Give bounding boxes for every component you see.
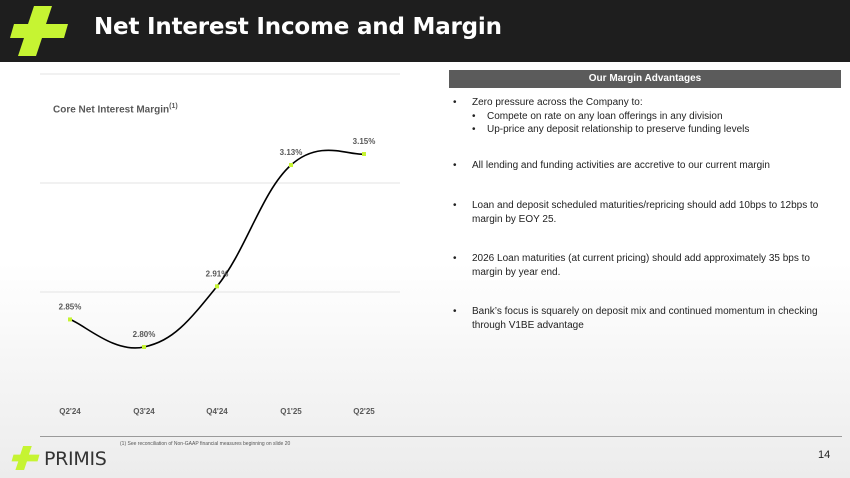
bullet-dot: • bbox=[453, 306, 457, 317]
data-point-marker bbox=[362, 152, 366, 156]
bullet-dot: • bbox=[453, 200, 457, 211]
data-point-marker bbox=[142, 345, 146, 349]
bullet-text: All lending and funding activities are a… bbox=[472, 160, 770, 171]
data-label: 3.15% bbox=[353, 137, 376, 146]
data-label: 3.13% bbox=[280, 148, 303, 157]
panel-heading: Our Margin Advantages bbox=[449, 70, 841, 88]
bullet-text: Bank’s focus is squarely on deposit mix … bbox=[472, 306, 818, 331]
bullet-dot: • bbox=[453, 160, 457, 171]
bullet-dot: • bbox=[453, 253, 457, 264]
bullet-item: • Bank’s focus is squarely on deposit mi… bbox=[453, 305, 838, 332]
bullet-item: • All lending and funding activities are… bbox=[453, 159, 838, 173]
x-tick-label: Q2'24 bbox=[59, 407, 81, 416]
bullet-text: 2026 Loan maturities (at current pricing… bbox=[472, 253, 810, 278]
x-tick-label: Q4'24 bbox=[206, 407, 228, 416]
footer-divider bbox=[40, 436, 842, 437]
series-line bbox=[69, 149, 365, 349]
x-tick-label: Q2'25 bbox=[353, 407, 375, 416]
sub-bullet-item: • Compete on rate on any loan offerings i… bbox=[472, 110, 838, 124]
slide-title: Net Interest Income and Margin bbox=[94, 14, 502, 40]
bullet-text: Loan and deposit scheduled maturities/re… bbox=[472, 200, 819, 225]
bullet-item: • 2026 Loan maturities (at current prici… bbox=[453, 252, 838, 279]
page-number: 14 bbox=[818, 449, 831, 461]
data-point-marker bbox=[215, 284, 219, 289]
data-label: 2.91% bbox=[206, 269, 229, 278]
sub-bullet-dot: • bbox=[472, 110, 476, 122]
data-label: 2.80% bbox=[133, 330, 156, 339]
data-point-marker bbox=[289, 163, 293, 168]
sub-bullet-dot: • bbox=[472, 124, 476, 135]
x-tick-label: Q1'25 bbox=[280, 407, 302, 416]
bullet-text: Zero pressure across the Company to: bbox=[472, 97, 643, 108]
header-bar: Net Interest Income and Margin bbox=[0, 0, 850, 62]
footer-brand-name: PRIMIS bbox=[44, 448, 107, 470]
x-tick-label: Q3'24 bbox=[133, 407, 155, 416]
chart-title: Core Net Interest Margin(1) bbox=[53, 103, 178, 116]
primis-cross-logo-icon bbox=[10, 6, 68, 56]
data-label: 2.85% bbox=[59, 302, 82, 311]
sub-bullet-text: Up-price any deposit relationship to pre… bbox=[487, 124, 750, 135]
data-point-marker bbox=[68, 317, 72, 322]
primis-footer-cross-icon bbox=[11, 445, 40, 471]
bullet-item: • Zero pressure across the Company to: •… bbox=[453, 96, 838, 137]
sub-bullet-item: • Up-price any deposit relationship to pr… bbox=[472, 123, 838, 137]
footnote: (1) See reconciliation of Non-GAAP finan… bbox=[120, 441, 291, 447]
sub-bullet-text: Compete on rate on any loan offerings in… bbox=[487, 110, 723, 122]
bullet-item: • Loan and deposit scheduled maturities/… bbox=[453, 199, 838, 226]
bullet-dot: • bbox=[453, 97, 457, 108]
